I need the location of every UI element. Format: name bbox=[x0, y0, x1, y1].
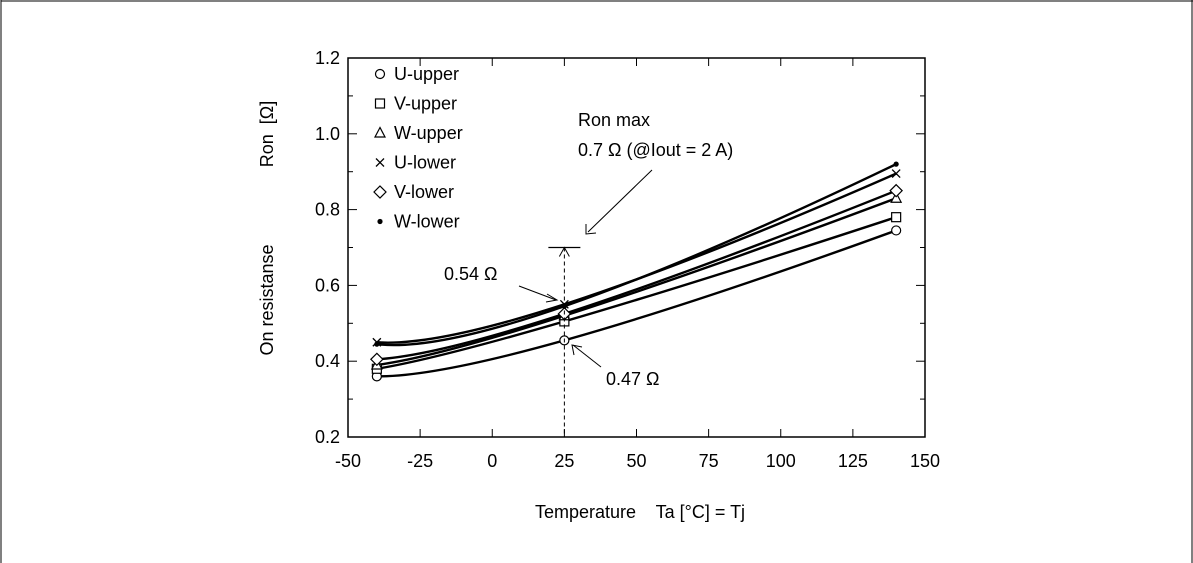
y-tick-label: 1.0 bbox=[315, 124, 340, 144]
y-axis-label-left: On resistanse bbox=[257, 244, 277, 355]
axis-tick-labels: -50 -25 0 25 50 75 100 125 150 0.2 0.4 0.6 0.8 1.0 1.2 bbox=[315, 48, 940, 471]
arrow-047 bbox=[572, 344, 602, 368]
x-tick-label: 25 bbox=[554, 451, 574, 471]
y-tick-label: 0.4 bbox=[315, 351, 340, 371]
y-tick-label: 0.6 bbox=[315, 275, 340, 295]
legend-label-w-upper: W-upper bbox=[394, 123, 463, 143]
label-054: 0.54 Ω bbox=[444, 264, 498, 284]
y-axis-label-right: Ron [Ω] bbox=[257, 101, 277, 167]
arrowhead-054 bbox=[545, 293, 559, 303]
legend-label-v-lower: V-lower bbox=[394, 182, 454, 202]
point-v-lower bbox=[370, 352, 384, 367]
point-u-upper bbox=[891, 225, 902, 236]
legend-marker-w-upper bbox=[374, 126, 386, 138]
ron-max-arrow bbox=[587, 169, 653, 233]
legend-marker-u-lower bbox=[375, 158, 385, 167]
x-tick-label: -50 bbox=[335, 451, 361, 471]
legend-label-v-upper: V-upper bbox=[394, 94, 457, 114]
legend-marker-v-lower bbox=[373, 185, 387, 199]
point-v-lower bbox=[889, 183, 903, 198]
point-u-lower bbox=[891, 169, 901, 179]
y-tick-label: 1.2 bbox=[315, 48, 340, 68]
x-tick-label: 50 bbox=[626, 451, 646, 471]
annotations: Ron max 0.7 Ω (@Iout = 2 A) 0.54 Ω 0.47 Ω bbox=[444, 110, 733, 437]
ron-max-arrowhead-up bbox=[558, 246, 570, 257]
legend-marker-w-lower bbox=[377, 218, 383, 225]
x-tick-label: 0 bbox=[487, 451, 497, 471]
x-axis-label: Temperature Ta [°C] = Tj bbox=[535, 502, 745, 522]
y-tick-label: 0.8 bbox=[315, 200, 340, 220]
ron-max-label: Ron max bbox=[578, 110, 650, 130]
series-line-u-upper bbox=[376, 229, 897, 378]
x-tick-label: 150 bbox=[910, 451, 940, 471]
arrowhead-047 bbox=[571, 344, 583, 356]
point-w-lower bbox=[374, 341, 380, 347]
label-047: 0.47 Ω bbox=[606, 369, 660, 389]
legend: U-upper V-upper W-upper U-lower V-lower W-low… bbox=[373, 64, 463, 232]
legend-label-u-upper: U-upper bbox=[394, 64, 459, 84]
x-tick-label: 75 bbox=[699, 451, 719, 471]
legend-marker-v-upper bbox=[374, 98, 386, 109]
x-tick-label: -25 bbox=[407, 451, 433, 471]
legend-label-w-lower: W-lower bbox=[394, 212, 460, 232]
legend-marker-u-upper bbox=[374, 68, 386, 80]
point-v-upper bbox=[891, 212, 902, 223]
x-tick-label: 100 bbox=[766, 451, 796, 471]
arrow-054 bbox=[518, 285, 557, 301]
x-tick-label: 125 bbox=[838, 451, 868, 471]
legend-label-u-lower: U-lower bbox=[394, 153, 456, 173]
ron-max-condition-label: 0.7 Ω (@Iout = 2 A) bbox=[578, 140, 733, 160]
point-w-lower bbox=[893, 161, 899, 167]
ron-max-arrow-head bbox=[585, 224, 597, 235]
y-tick-label: 0.2 bbox=[315, 427, 340, 447]
